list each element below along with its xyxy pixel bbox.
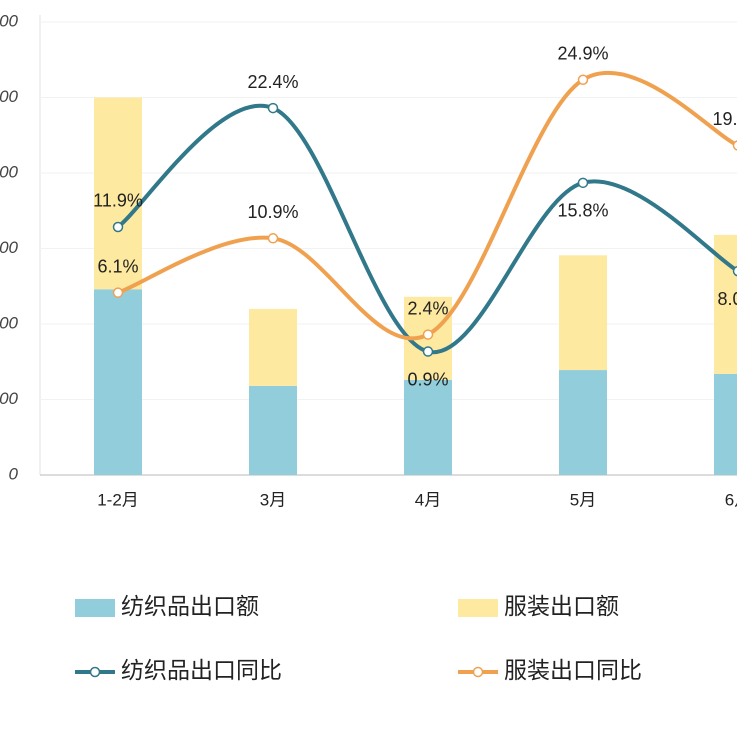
data-label: 0.9%	[407, 369, 448, 389]
y-tick-label: 0	[9, 464, 19, 483]
x-tick-label: 6月	[725, 490, 737, 509]
legend-label: 纺织品出口额	[121, 593, 259, 619]
line-point	[732, 140, 737, 151]
bar	[714, 373, 737, 475]
bar	[249, 385, 297, 475]
data-label: 22.4%	[247, 72, 298, 92]
bar	[559, 255, 607, 371]
line-point	[732, 265, 737, 277]
bar	[94, 289, 142, 475]
line-point	[267, 102, 279, 114]
bar	[249, 308, 297, 386]
legend-swatch	[89, 666, 101, 678]
legend-swatch	[75, 599, 115, 617]
data-label: 15.8%	[557, 201, 608, 221]
y-tick-label: 600	[0, 11, 19, 30]
bar	[714, 234, 737, 374]
x-tick-label: 3月	[260, 490, 286, 509]
line-point	[422, 346, 434, 357]
data-label: 19.1%	[712, 109, 737, 129]
x-tick-label: 1-2月	[97, 490, 139, 509]
y-tick-label: 100	[0, 389, 19, 408]
line-point	[422, 329, 434, 340]
bar	[404, 379, 452, 475]
data-label: 11.9%	[93, 191, 143, 211]
legend-swatch	[458, 599, 498, 617]
legend-label: 纺织品出口同比	[121, 657, 282, 683]
y-tick-label: 400	[0, 162, 19, 181]
data-label: 8.0%	[717, 289, 737, 309]
bar	[94, 97, 142, 290]
y-tick-label: 200	[0, 313, 19, 332]
x-tick-label: 4月	[415, 490, 441, 509]
line-point	[112, 221, 124, 233]
line-point	[577, 74, 589, 86]
data-label: 10.9%	[247, 202, 298, 222]
legend-label: 服装出口同比	[504, 657, 642, 683]
line-point	[267, 233, 279, 244]
line-point	[577, 177, 589, 189]
data-label: 24.9%	[557, 44, 608, 64]
y-tick-label: 500	[0, 87, 19, 106]
legend-swatch	[472, 666, 484, 678]
line-point	[112, 287, 124, 298]
data-label: 2.4%	[407, 298, 448, 318]
bar	[559, 370, 607, 475]
x-tick-label: 5月	[570, 490, 596, 509]
line	[116, 70, 737, 341]
y-tick-label: 300	[0, 238, 19, 257]
data-label: 6.1%	[97, 256, 138, 276]
legend-label: 服装出口额	[504, 593, 619, 619]
